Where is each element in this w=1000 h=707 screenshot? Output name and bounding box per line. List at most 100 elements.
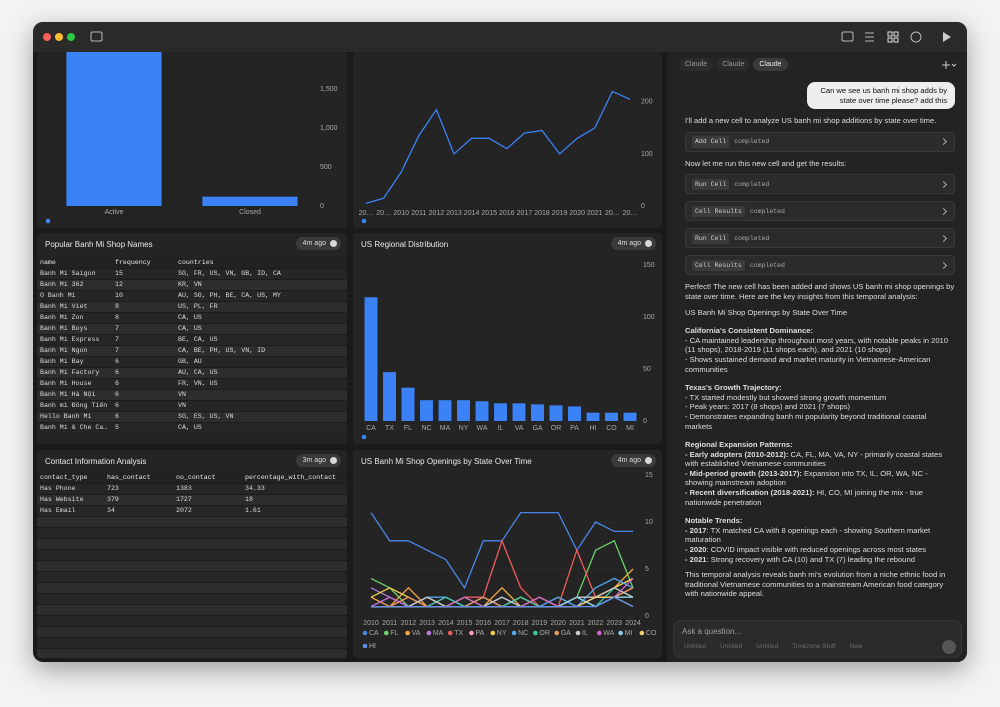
table-cell: 8 [115, 303, 119, 310]
bar [531, 404, 544, 421]
x-tick-label: 2011 [411, 210, 426, 217]
table-cell: CA, US [178, 314, 202, 321]
legend-label: FL [390, 630, 398, 637]
legend-swatch [447, 630, 453, 636]
x-tick-label: Active [104, 209, 123, 216]
assistant-text: Perfect! The new cell has been added and… [685, 282, 955, 301]
chat-input[interactable]: Ask a question... Untitled Untitled Untitle… [673, 620, 962, 658]
bullet-line: - Demonstrates expanding banh mi popular… [685, 412, 955, 431]
zoom-button[interactable] [67, 33, 75, 41]
assistant-text: Now let me run this new cell and get the… [685, 158, 847, 168]
empty-row [37, 638, 347, 649]
table-row: Banh Mi Saigon 15 SG, FR, US, VN, GB, ID, … [37, 269, 347, 280]
response-section: Notable Trends: - 2017: TX matched CA wit… [685, 516, 955, 564]
x-tick-label: 2018 [513, 620, 529, 627]
x-tick-label: MI [626, 425, 634, 432]
notebook-tab[interactable]: Untitled [720, 643, 743, 650]
bullet-line: - Recent diversification (2018-2021): HI… [685, 488, 955, 507]
title-bar-icons [43, 31, 951, 43]
window-icon[interactable] [841, 31, 854, 42]
chat-tab[interactable]: Claude [679, 58, 714, 71]
tool-name: Cell Results [692, 205, 745, 218]
bar [586, 412, 600, 421]
empty-row [37, 583, 347, 594]
table-row: Banh Mi 362 12 KR, VN [37, 280, 347, 291]
send-button[interactable] [942, 640, 956, 654]
badge-text: 4m ago [617, 240, 641, 247]
time-badge[interactable]: 4m ago [610, 454, 656, 467]
bullet-line: - Peak years: 2017 (8 shops) and 2021 (7… [685, 402, 955, 412]
new-chat-button[interactable] [942, 60, 956, 70]
refresh-icon[interactable] [910, 31, 922, 43]
sidebar-toggle[interactable] [90, 31, 103, 42]
assistant-text: US Banh Mi Shop Openings by State Over T… [685, 307, 848, 317]
notebook-tab[interactable]: New [849, 643, 863, 650]
chart-marker [361, 218, 367, 224]
bullet-text: - Demonstrates expanding banh mi popular… [685, 411, 927, 431]
tool-call[interactable]: Cell Results completed [685, 201, 955, 222]
legend-swatch [362, 643, 368, 649]
grid-icon[interactable] [887, 31, 899, 43]
table-cell: 6 [115, 358, 119, 365]
x-tick-label: NC [421, 425, 431, 432]
chart-panel: 0 50 100 150 CA TX FL NC MA NY WA IL VA GA OR PA HI CO MI U… [353, 233, 662, 444]
table-cell: 10 [115, 292, 123, 299]
bar [623, 412, 637, 421]
time-badge[interactable]: 4m ago [610, 237, 656, 250]
table-cell: 6 [115, 391, 119, 398]
notebook-tabs: Untitled Untitled Untitled Timezone Stuff Ne… [684, 643, 863, 650]
notebook-tab[interactable]: Timezone Stuff [792, 643, 836, 650]
user-message: Can we see us banh mi shop adds by state… [807, 82, 955, 110]
bullet-line: - Mid-period growth (2013-2017): Expansi… [685, 469, 955, 488]
response-section: Regional Expansion Patterns: - Early adop… [685, 440, 955, 507]
empty-row [37, 627, 347, 638]
section-heading: Regional Expansion Patterns: [685, 440, 793, 450]
column-header: contact_type [40, 474, 88, 481]
table-row: Banh Mì Hà Nội 6 VN [37, 390, 347, 401]
tool-call[interactable]: Run Cell completed [685, 174, 955, 195]
table-cell: SG, ES, US, VN [178, 413, 234, 420]
title-bar [33, 22, 967, 52]
table-cell: Banh Mi & Che Ca… [40, 424, 108, 431]
chat-panel [667, 52, 967, 662]
legend-swatch [618, 630, 623, 636]
table-cell: Has Website [40, 496, 84, 503]
table-cell: 6 [115, 413, 119, 420]
notebook-tab[interactable]: Untitled [684, 643, 707, 650]
y-tick-label: 1,500 [320, 86, 338, 93]
table-row: Banh Mi Bay 6 GB, AU [37, 357, 347, 368]
list-icon[interactable] [865, 32, 874, 42]
table-cell: Hello Banh Mi [40, 413, 92, 420]
minimize-button[interactable] [55, 33, 63, 41]
legend-label: GA [561, 630, 571, 637]
tool-call[interactable]: Run Cell completed [685, 228, 955, 249]
x-tick-label: MA [440, 425, 451, 432]
chevron [939, 138, 948, 146]
x-tick-label: 2010 [363, 620, 379, 627]
chart-panel: 0 100 200 20… 20… 2010 2011 2012 2013 2014 2015 201… [353, 52, 662, 228]
close-button[interactable] [43, 33, 51, 41]
table-cell: Banh Mi Boys [40, 325, 88, 332]
table-cell: SG, FR, US, VN, GB, ID, CA [178, 270, 281, 277]
tool-call[interactable]: Cell Results completed [685, 255, 955, 276]
bar [549, 405, 563, 421]
run-button[interactable] [943, 32, 951, 42]
legend-swatch [405, 630, 410, 636]
time-badge[interactable]: 3m ago [295, 454, 341, 467]
time-badge[interactable]: 4m ago [295, 237, 341, 250]
bullet-line: - Early adopters (2010-2012): CA, FL, MA… [685, 450, 955, 469]
empty-row [37, 572, 347, 583]
data-table: name frequency countries Banh Mi Saigon 15 SG… [37, 258, 347, 434]
table-row: O Banh Mi 10 AU, SG, PH, BE, CA, US, MY [37, 291, 347, 302]
chat-tab[interactable]: Claude [753, 58, 788, 71]
chat-tab[interactable]: Claude [716, 58, 751, 71]
table-cell: Banh mì Đồng Tiến [40, 402, 108, 409]
x-tick-label: 2017 [494, 620, 510, 627]
table-cell: 7 [115, 325, 119, 332]
legend-label: VA [412, 630, 421, 637]
bullet-line: - TX started modestly but showed strong … [685, 393, 955, 403]
bullet-line: - 2021: Strong recovery with CA (10) and… [685, 555, 955, 565]
tool-call[interactable]: Add Cell completed [685, 131, 955, 152]
notebook-tab[interactable]: Untitled [756, 643, 779, 650]
